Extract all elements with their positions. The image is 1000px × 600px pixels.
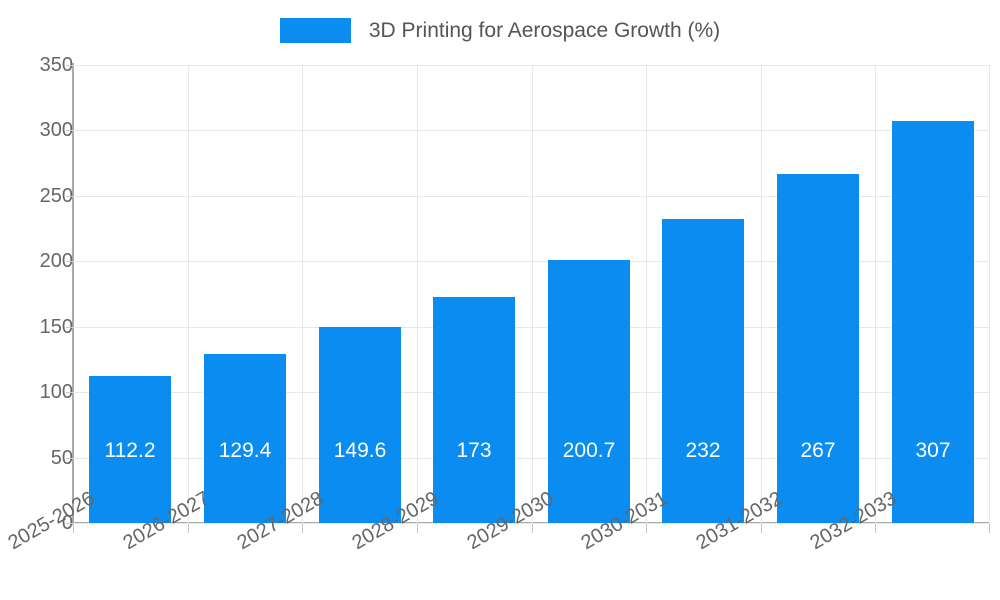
gridline-horizontal [73,523,990,524]
x-axis-tick-label: 2027-2028 [233,487,328,555]
bar[interactable]: 200.7 [548,260,630,523]
gridline-horizontal [73,195,990,197]
bar-value-label: 149.6 [333,439,387,462]
gridline-horizontal [73,65,990,66]
y-axis-tick-mark [66,195,73,197]
chart-legend: 3D Printing for Aerospace Growth (%) [0,12,1000,48]
gridline-vertical [188,65,189,523]
x-axis-tick-label: 2025-2026 [4,487,99,555]
x-axis-tick-mark [761,524,762,533]
y-axis-tick-mark [66,326,73,328]
bar-value-label: 173 [456,439,492,462]
gridline-vertical [417,65,418,523]
y-axis-tick-mark [66,65,73,66]
y-axis-line [72,63,74,525]
y-axis-tick-label: 150 [39,315,73,338]
gridline-horizontal [73,326,990,328]
bar[interactable]: 112.2 [89,376,171,523]
x-axis-tick-label: 2026-2027 [119,487,214,555]
x-axis-tick-label: 2030-2031 [577,487,672,555]
y-axis-tick-mark [66,130,73,132]
x-axis-tick-mark [417,524,418,533]
y-axis-tick-mark [66,457,73,459]
gridline-horizontal [73,457,990,459]
gridline-horizontal [73,130,990,132]
y-axis-tick-label: 100 [39,381,73,404]
gridline-vertical [989,65,990,523]
bar[interactable]: 267 [777,173,859,523]
gridline-vertical [875,65,876,523]
legend-color-swatch-icon [279,17,351,43]
gridline-vertical [302,65,303,523]
gridline-vertical [532,65,533,523]
legend-item-label: 3D Printing for Aerospace Growth (%) [368,18,721,42]
x-axis-tick-label: 2031-2032 [692,487,787,555]
bar-value-label: 112.2 [104,439,156,462]
x-axis-tick-mark [302,524,303,533]
plot-area: 112.2 129.4 149.6 173 200.7 232 267 307 [73,65,990,524]
y-axis-tick-mark [66,261,73,263]
bar-value-label: 307 [915,439,951,462]
bar-value-label: 200.7 [562,439,616,462]
x-axis-tick-label: 2032-2033 [806,487,901,555]
bar[interactable]: 232 [662,219,744,523]
y-axis-tick-mark [66,392,73,394]
gridline-vertical [761,65,762,523]
bar-value-label: 267 [800,439,836,462]
y-axis-tick-label: 250 [39,184,73,207]
y-axis-tick-label: 350 [39,54,73,76]
y-axis-tick-mark [66,523,73,524]
y-axis-tick-label: 300 [39,119,73,142]
y-axis-ticks: 0 50 100 150 200 250 300 350 [0,0,73,600]
gridline-vertical [646,65,647,523]
x-axis-tick-mark [532,524,533,533]
legend-item-series-0[interactable]: 3D Printing for Aerospace Growth (%) [279,17,721,43]
x-axis-tick-mark [875,524,876,533]
x-axis-tick-mark [989,524,990,533]
x-axis-tick-mark [73,524,74,533]
gridline-horizontal [73,392,990,394]
x-axis-tick-mark [646,524,647,533]
gridline-horizontal [73,261,990,263]
bar[interactable]: 307 [892,121,974,523]
bar-value-label: 232 [685,439,721,462]
y-axis-tick-label: 50 [50,446,73,469]
x-axis-tick-label: 2028-2029 [348,487,443,555]
y-axis-tick-label: 200 [39,250,73,273]
x-axis-tick-label: 2029-2030 [463,487,558,555]
bar-value-label: 129.4 [218,439,272,462]
x-axis-tick-mark [188,524,189,533]
bar[interactable]: 173 [433,296,515,523]
bar[interactable]: 129.4 [204,353,286,523]
bar[interactable]: 149.6 [319,327,401,523]
